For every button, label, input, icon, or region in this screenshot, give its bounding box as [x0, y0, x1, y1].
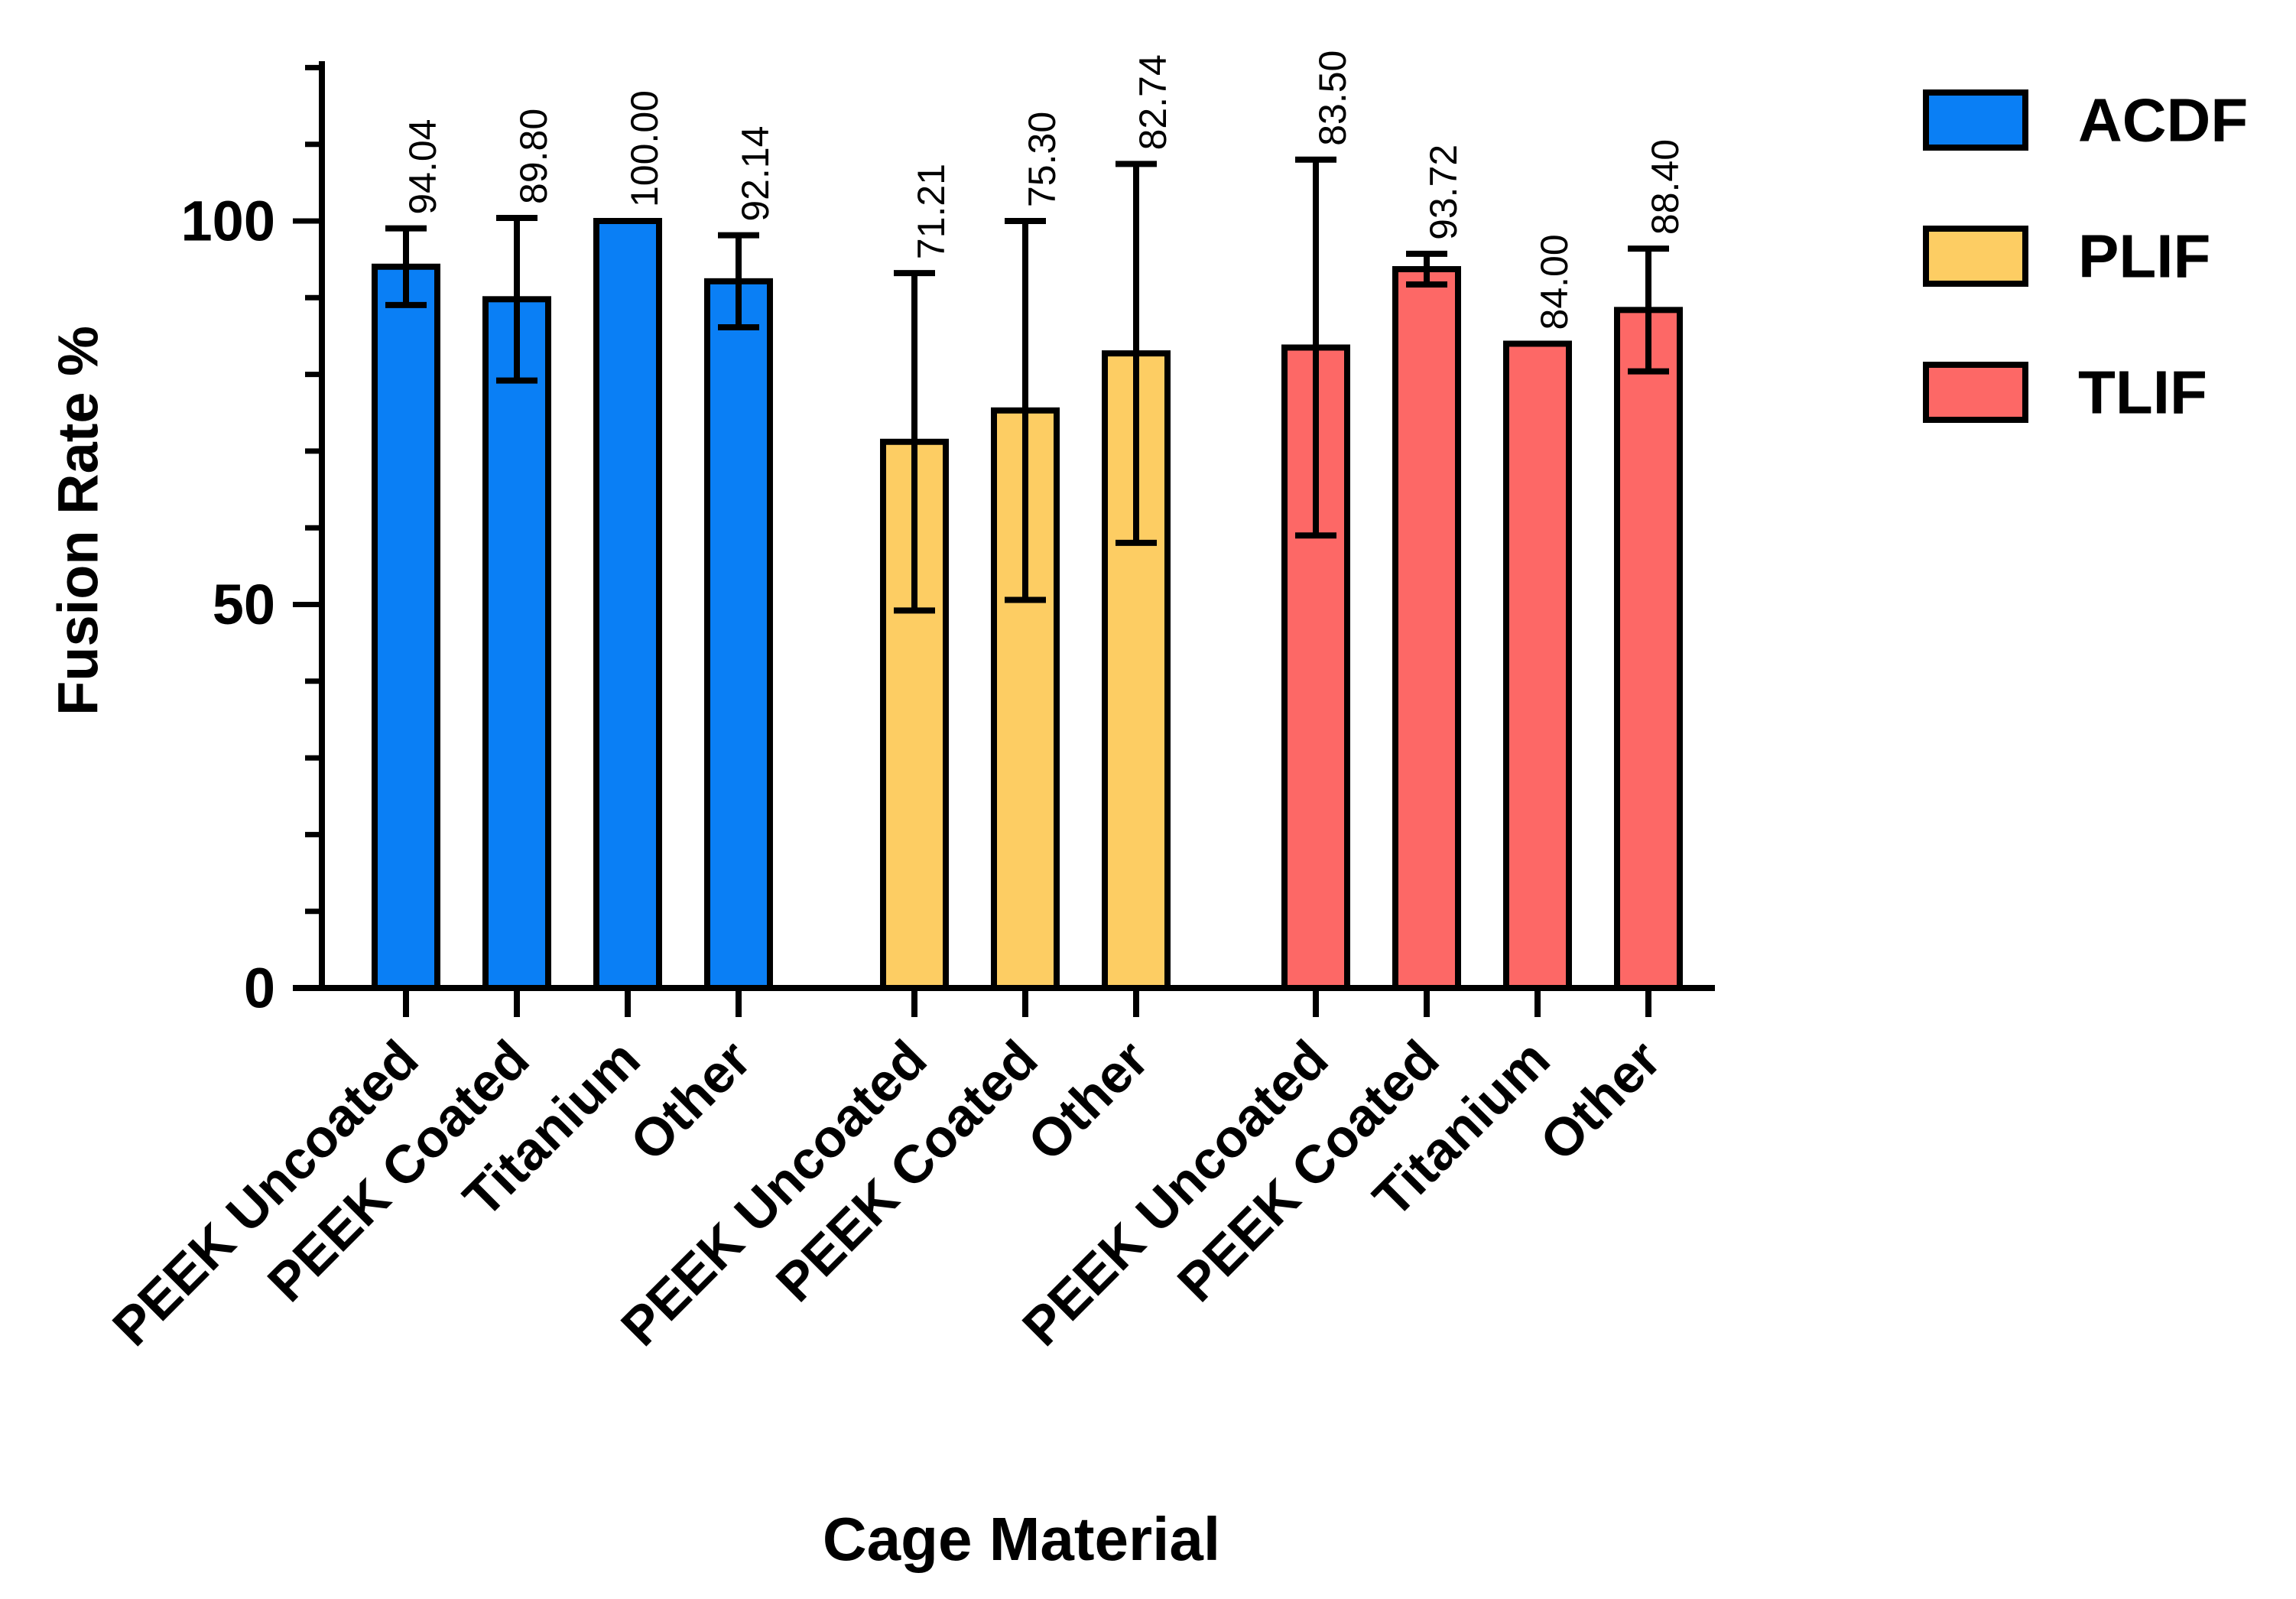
x-axis-title: Cage Material [823, 1505, 1220, 1573]
bar [593, 218, 662, 991]
data-label: 83.50 [1311, 50, 1354, 146]
bar [372, 263, 440, 991]
y-axis-title: Fusion Rate % [47, 326, 110, 716]
legend-label: PLIF [2078, 223, 2210, 291]
data-label: 88.40 [1644, 139, 1687, 235]
bar [482, 296, 551, 991]
y-tick-label: 50 [213, 573, 275, 636]
bar [1392, 265, 1461, 991]
data-label: 84.00 [1533, 234, 1576, 330]
error-bars-layer [385, 156, 1669, 614]
legend: ACDF PLIF TLIF [1923, 86, 2248, 427]
data-label: 94.04 [401, 119, 444, 215]
data-labels-layer: 94.04 89.80 100.00 92.14 71.21 75.30 82.74 83.5… [401, 50, 1687, 330]
legend-label: ACDF [2078, 86, 2248, 154]
bar [1503, 340, 1572, 992]
y-tick-label: 100 [181, 190, 275, 253]
category-label: Other [619, 1029, 762, 1172]
data-label: 92.14 [734, 126, 777, 222]
bar [704, 278, 773, 991]
x-ticks-layer [403, 988, 1651, 1017]
legend-swatch [1923, 89, 2028, 151]
legend-label: TLIF [2078, 359, 2207, 427]
data-label: 93.72 [1422, 145, 1465, 240]
data-label: 71.21 [910, 164, 953, 259]
legend-swatch [1923, 362, 2028, 423]
data-label: 75.30 [1021, 112, 1064, 207]
y-ticks-layer: 0 50 100 [181, 64, 322, 1020]
data-label: 89.80 [512, 109, 555, 204]
category-label: Other [1528, 1029, 1671, 1172]
y-tick-label: 0 [244, 957, 275, 1020]
data-label: 100.00 [623, 90, 666, 207]
legend-swatch [1923, 226, 2028, 287]
data-label: 82.74 [1132, 54, 1174, 150]
bar [1614, 307, 1683, 991]
category-label: Other [1016, 1029, 1159, 1172]
